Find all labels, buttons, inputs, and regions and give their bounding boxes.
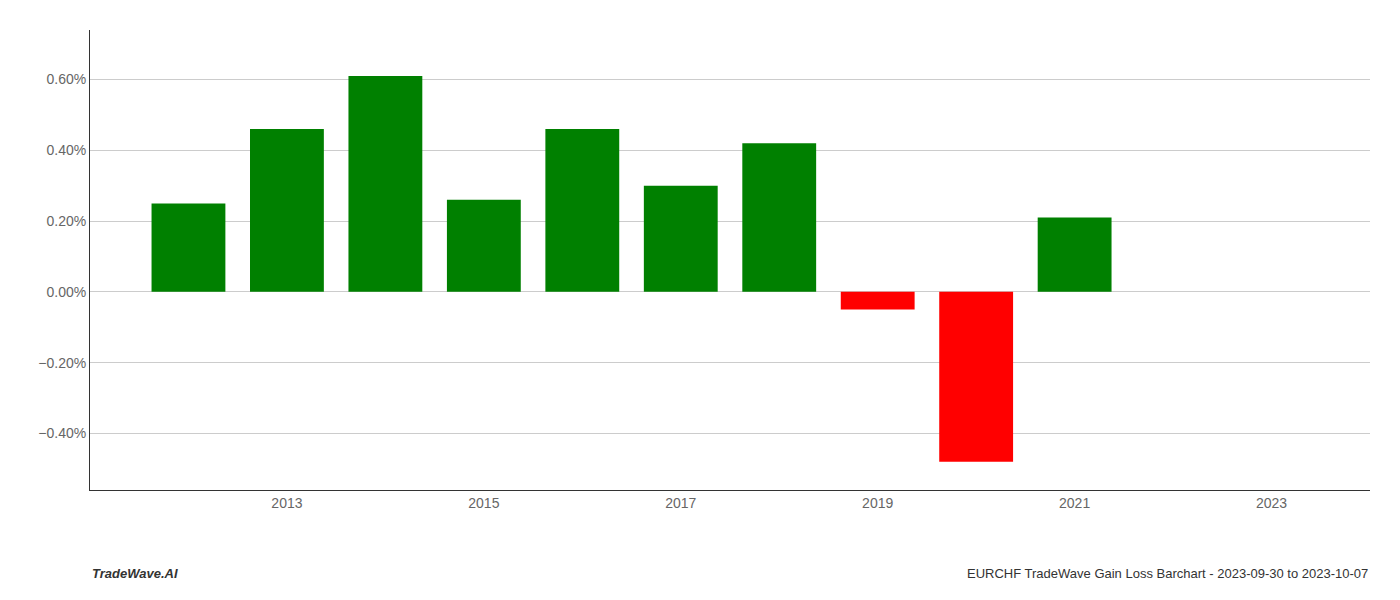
svg-text:2015: 2015 <box>468 495 499 511</box>
svg-text:2013: 2013 <box>271 495 302 511</box>
svg-text:TradeWave.AI: TradeWave.AI <box>92 566 178 581</box>
svg-text:2023: 2023 <box>1256 495 1287 511</box>
svg-text:−0.40%: −0.40% <box>38 425 86 441</box>
svg-text:2017: 2017 <box>665 495 696 511</box>
svg-text:0.40%: 0.40% <box>46 142 86 158</box>
svg-text:EURCHF TradeWave Gain Loss Bar: EURCHF TradeWave Gain Loss Barchart - 20… <box>967 566 1368 581</box>
svg-text:0.60%: 0.60% <box>46 71 86 87</box>
svg-text:2019: 2019 <box>862 495 893 511</box>
svg-text:0.00%: 0.00% <box>46 284 86 300</box>
svg-text:−0.20%: −0.20% <box>38 355 86 371</box>
svg-text:2021: 2021 <box>1059 495 1090 511</box>
svg-text:0.20%: 0.20% <box>46 213 86 229</box>
